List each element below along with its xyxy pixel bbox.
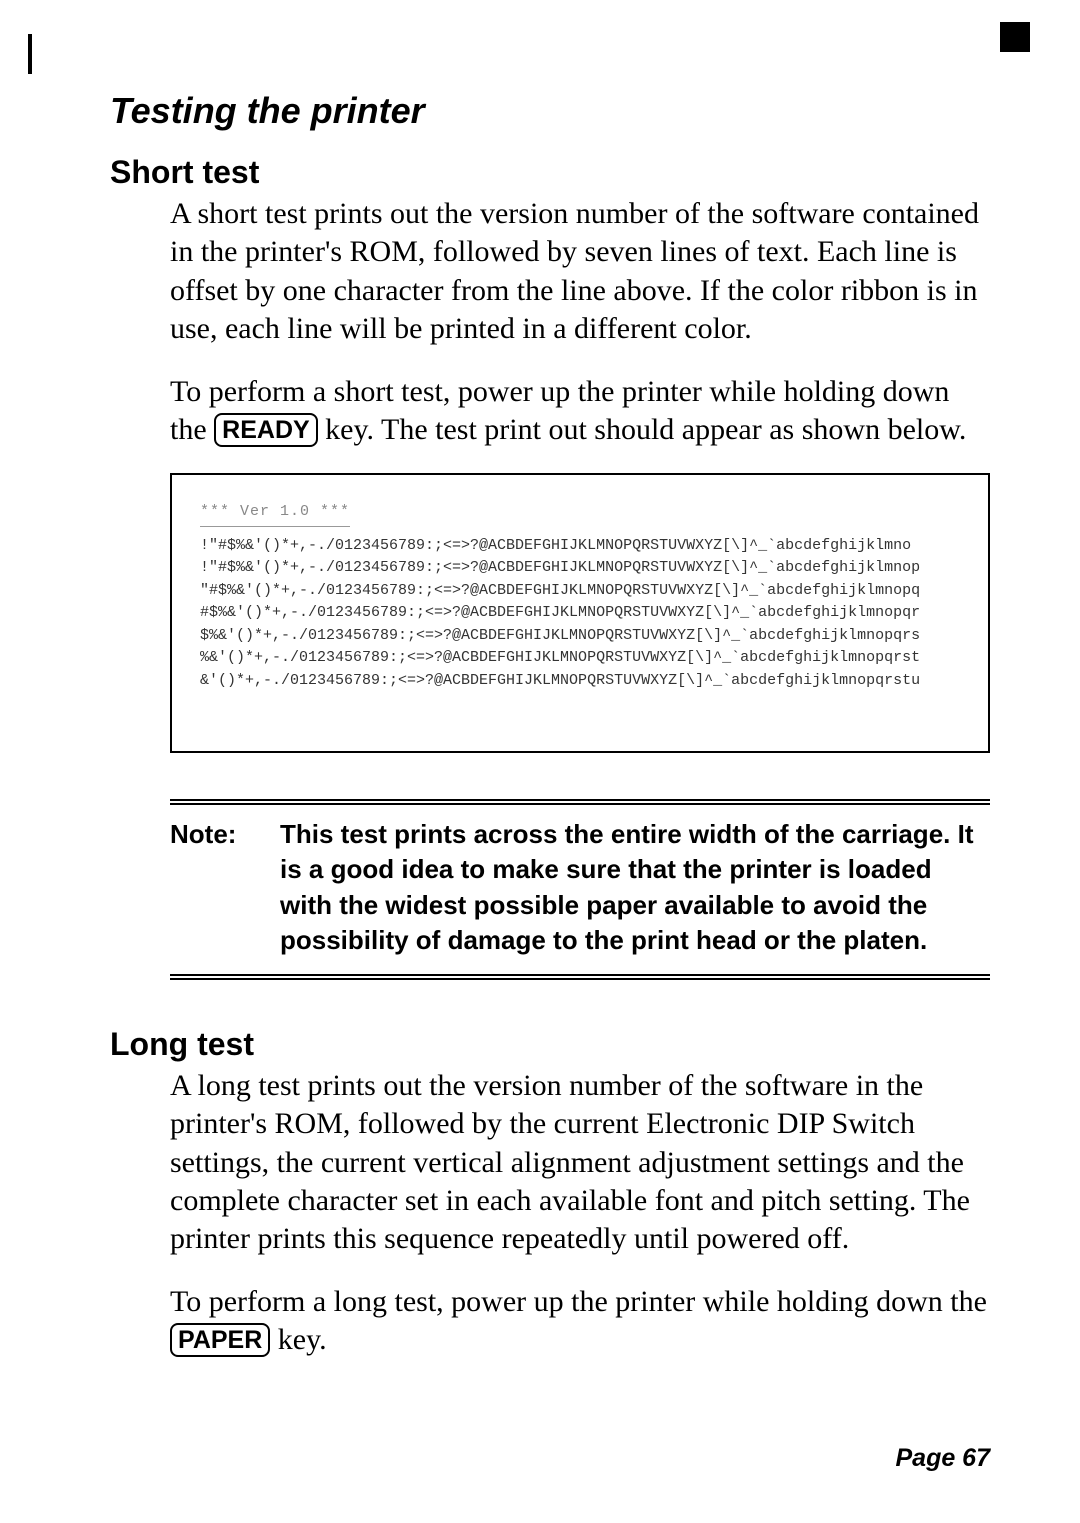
- long-p2-b: key.: [270, 1323, 326, 1356]
- page-number: Page 67: [895, 1444, 990, 1473]
- long-test-paragraph-1: A long test prints out the version numbe…: [170, 1067, 990, 1259]
- printout-line: &'()*+,-./0123456789:;<=>?@ACBDEFGHIJKLM…: [200, 672, 920, 689]
- long-p2-a: To perform a long test, power up the pri…: [170, 1285, 987, 1318]
- printout-line: !"#$%&'()*+,-./0123456789:;<=>?@ACBDEFGH…: [200, 559, 920, 576]
- printout-line: !"#$%&'()*+,-./0123456789:;<=>?@ACBDEFGH…: [200, 537, 911, 554]
- ready-key: READY: [214, 413, 318, 447]
- printout-version: *** Ver 1.0 ***: [200, 501, 350, 527]
- printout-box: *** Ver 1.0 *** !"#$%&'()*+,-./012345678…: [170, 473, 990, 753]
- corner-square: [1000, 22, 1030, 52]
- cursor-mark: [28, 34, 32, 74]
- page: Testing the printer Short test A short t…: [0, 0, 1080, 1523]
- short-test-paragraph-1: A short test prints out the version numb…: [170, 195, 990, 349]
- note-label: Note:: [170, 817, 280, 957]
- paper-key: PAPER: [170, 1323, 270, 1357]
- note-text: This test prints across the entire width…: [280, 817, 990, 957]
- printout-line: "#$%&'()*+,-./0123456789:;<=>?@ACBDEFGHI…: [200, 582, 920, 599]
- short-test-paragraph-2: To perform a short test, power up the pr…: [170, 373, 990, 450]
- printout-line: %&'()*+,-./0123456789:;<=>?@ACBDEFGHIJKL…: [200, 649, 920, 666]
- short-p2-b: key. The test print out should appear as…: [318, 413, 967, 446]
- printout-line: #$%&'()*+,-./0123456789:;<=>?@ACBDEFGHIJ…: [200, 604, 920, 621]
- long-test-heading: Long test: [110, 1026, 990, 1063]
- note-block: Note: This test prints across the entire…: [170, 799, 990, 979]
- long-test-paragraph-2: To perform a long test, power up the pri…: [170, 1283, 990, 1360]
- printout-line: $%&'()*+,-./0123456789:;<=>?@ACBDEFGHIJK…: [200, 627, 920, 644]
- short-test-heading: Short test: [110, 154, 990, 191]
- page-title: Testing the printer: [110, 90, 990, 132]
